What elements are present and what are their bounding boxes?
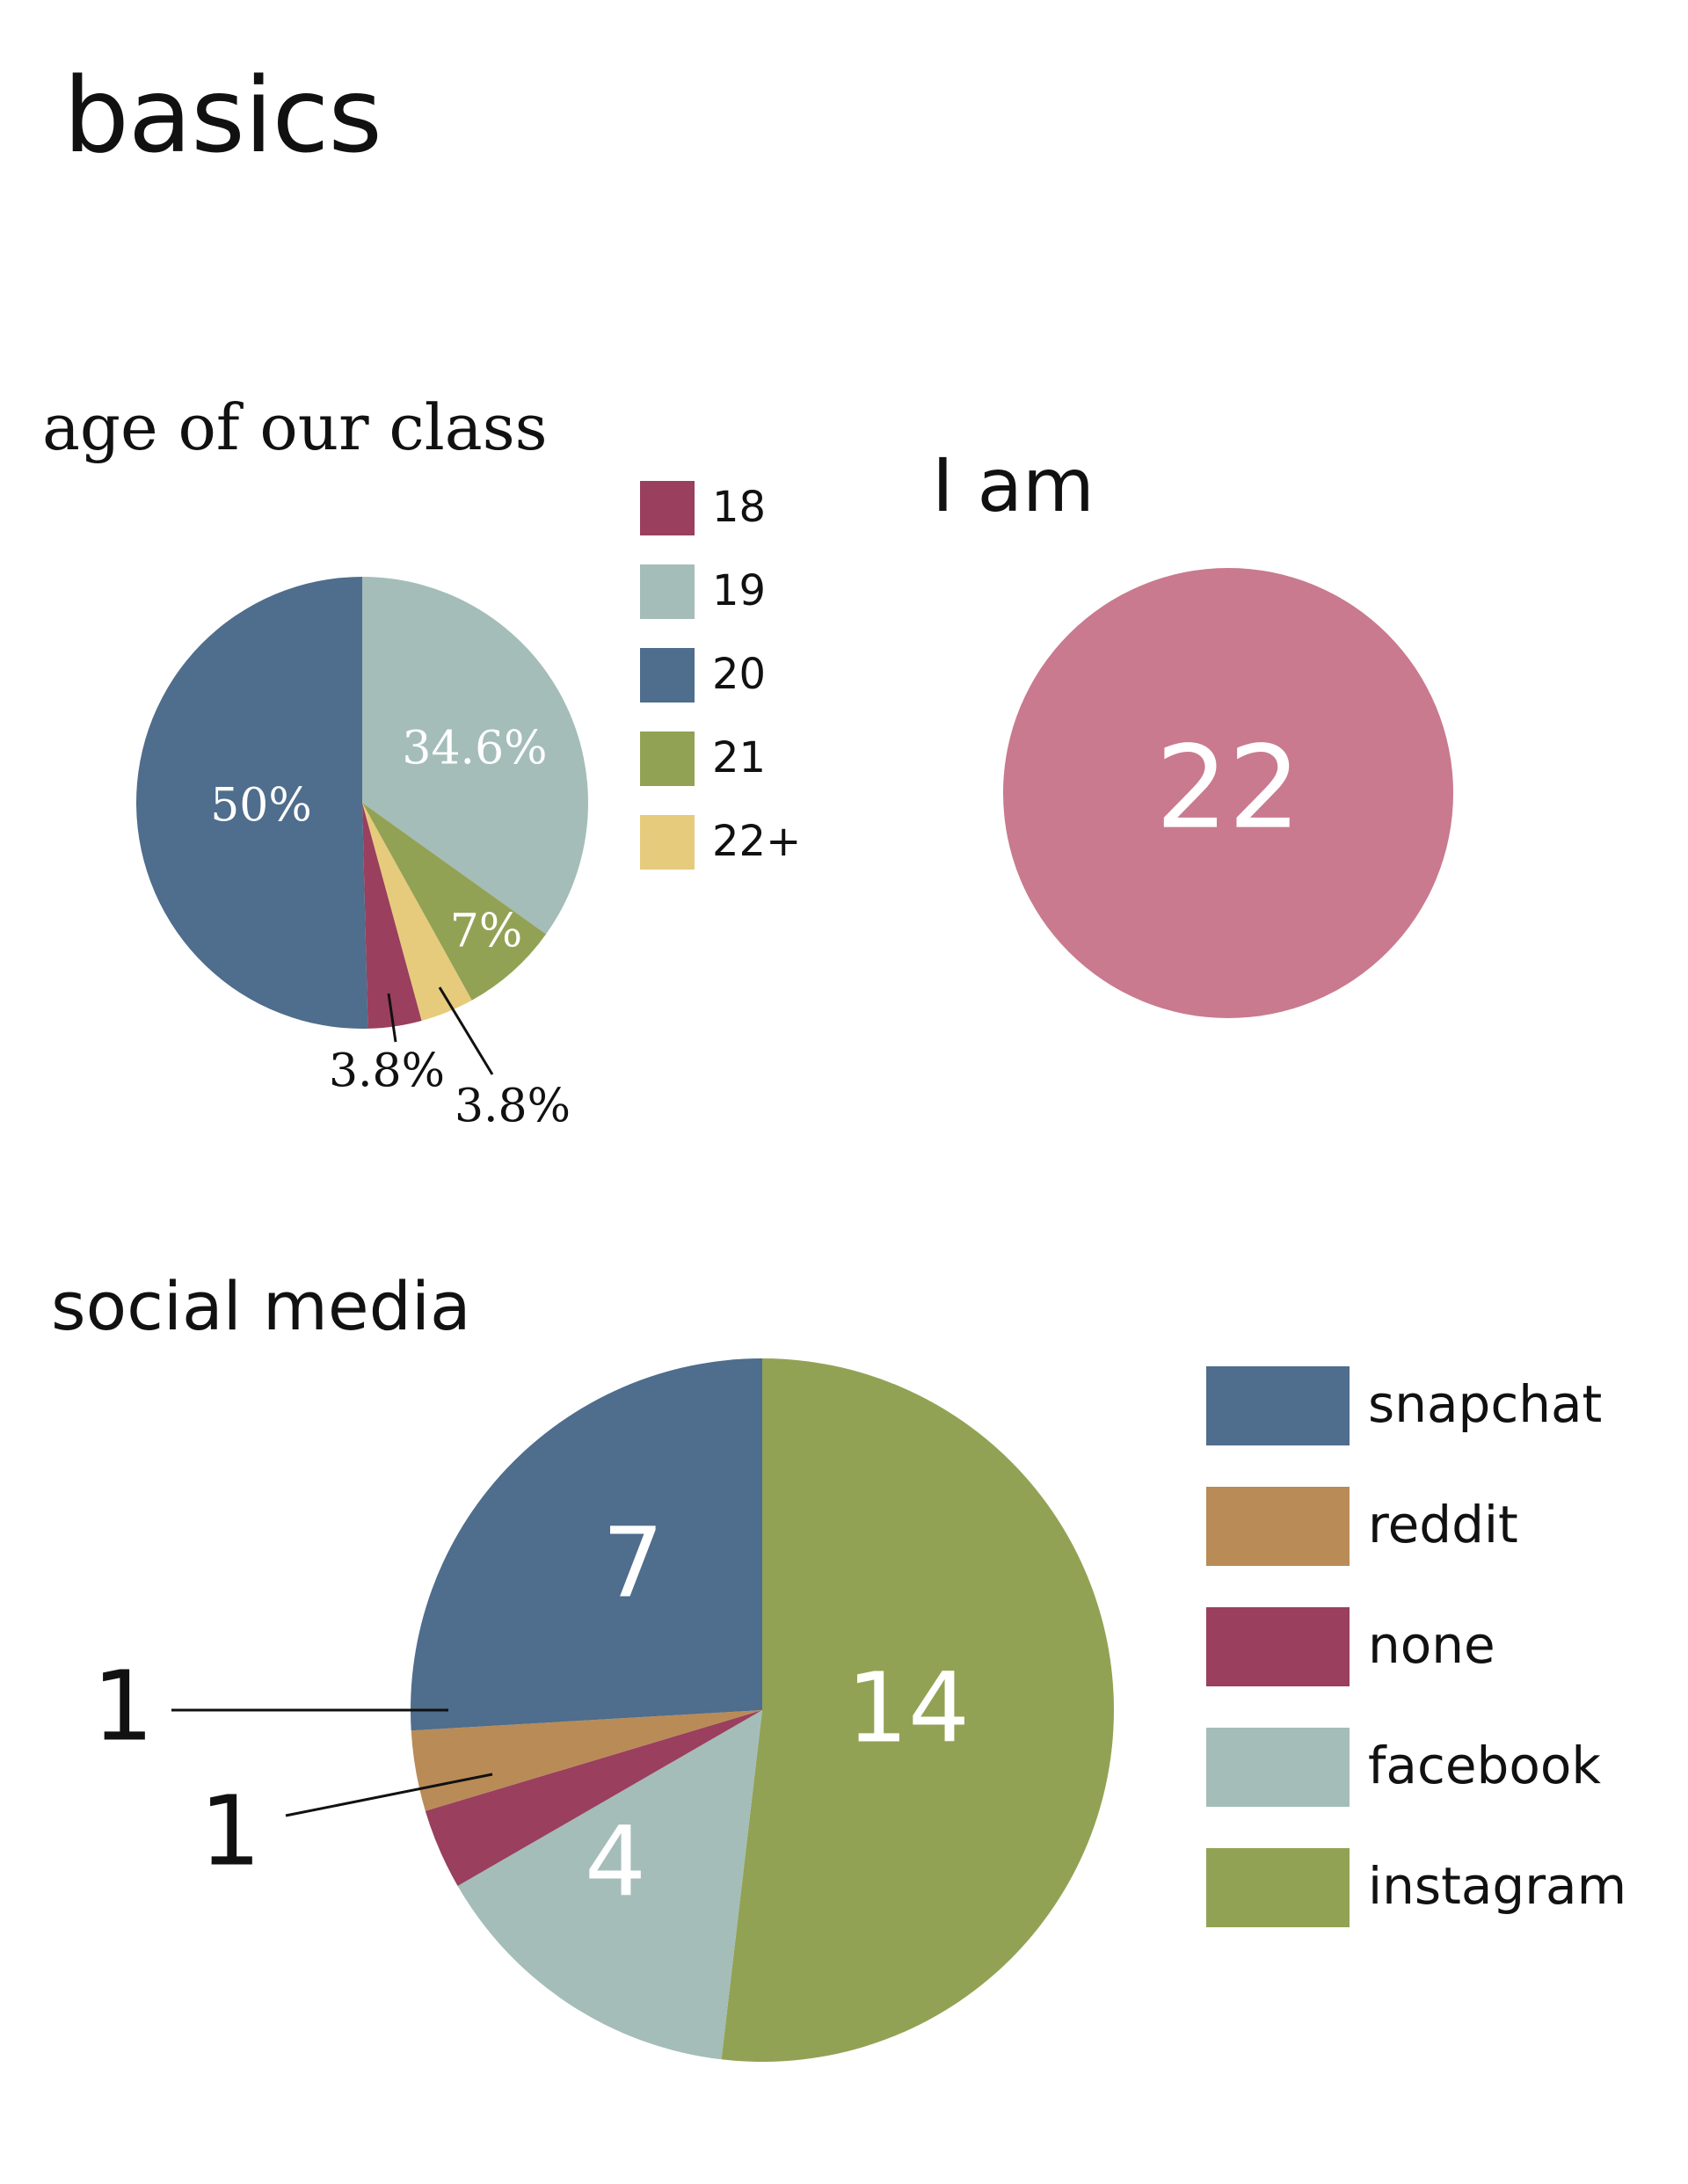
social-legend-swatch-none xyxy=(1206,1607,1350,1686)
age-slice-label-18: 3.8% xyxy=(329,1045,445,1098)
social-legend-swatch-instagram xyxy=(1206,1848,1350,1927)
age-legend-swatch-21 xyxy=(640,732,695,786)
age-legend-label-21: 21 xyxy=(712,733,766,783)
age-legend-label-20: 20 xyxy=(712,650,766,699)
age-legend-swatch-18 xyxy=(640,481,695,535)
age-legend-label-19: 19 xyxy=(712,566,766,615)
age-leader-18 xyxy=(387,993,397,1043)
age-legend-label-22+: 22+ xyxy=(712,817,801,866)
social-legend-swatch-facebook xyxy=(1206,1728,1350,1807)
social-slice-label-none: 1 xyxy=(200,1774,261,1887)
iam-value-label: 22 xyxy=(1155,721,1300,855)
age-slice-label-20: 50% xyxy=(210,780,312,833)
age-slice-label-22plus: 3.8% xyxy=(455,1081,571,1133)
age-chart-title: age of our class xyxy=(42,390,548,464)
social-slice-facebook xyxy=(457,1710,762,2060)
iam-chart-title: I am xyxy=(932,442,1095,528)
age-legend-label-18: 18 xyxy=(712,483,766,532)
social-slice-instagram xyxy=(721,1358,1115,2063)
social-slice-reddit xyxy=(411,1710,762,1811)
social-slice-none xyxy=(425,1710,762,1886)
social-leader-none xyxy=(285,1773,493,1817)
social-chart-title: social media xyxy=(51,1267,471,1345)
age-legend-swatch-19 xyxy=(640,564,695,619)
social-slice-label-instagram: 14 xyxy=(847,1651,970,1764)
age-slice-21 xyxy=(362,803,547,1001)
age-leader-22plus xyxy=(438,986,494,1075)
social-legend-label-snapchat: snapchat xyxy=(1368,1374,1602,1434)
social-legend-label-facebook: facebook xyxy=(1368,1736,1601,1795)
social-legend-swatch-snapchat xyxy=(1206,1366,1350,1445)
social-legend-label-instagram: instagram xyxy=(1368,1856,1626,1916)
age-slice-20 xyxy=(135,577,368,1029)
age-slice-label-19: 34.6% xyxy=(402,723,547,775)
age-slice-18 xyxy=(362,803,422,1029)
age-slice-19 xyxy=(362,577,588,935)
age-legend-swatch-22+ xyxy=(640,815,695,870)
iam-circle xyxy=(1003,568,1453,1018)
social-legend-label-reddit: reddit xyxy=(1368,1495,1518,1554)
social-legend-label-none: none xyxy=(1368,1615,1495,1675)
social-legend-swatch-reddit xyxy=(1206,1487,1350,1566)
social-slice-label-facebook: 4 xyxy=(585,1805,646,1918)
age-slice-label-21: 7% xyxy=(450,906,523,958)
social-slice-label-reddit: 1 xyxy=(92,1649,154,1762)
social-slice-snapchat xyxy=(411,1358,762,1731)
social-slice-label-snapchat: 7 xyxy=(602,1506,664,1619)
page-title: basics xyxy=(63,55,382,176)
age-legend-swatch-20 xyxy=(640,648,695,703)
age-slice-22+ xyxy=(362,803,472,1021)
